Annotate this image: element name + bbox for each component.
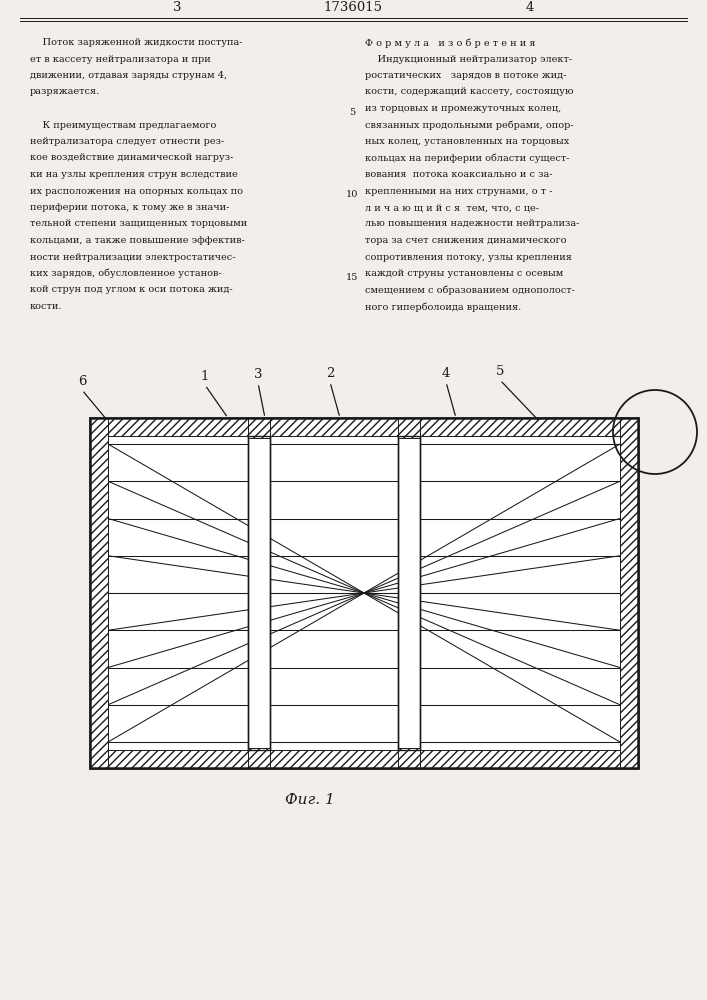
Text: 5: 5 — [349, 108, 355, 117]
Bar — [90, 418, 638, 768]
Text: кольцами, а также повышение эффектив-: кольцами, а также повышение эффектив- — [30, 236, 245, 245]
Bar — [90, 750, 638, 768]
Bar — [248, 418, 270, 438]
Text: смещением с образованием однополост-: смещением с образованием однополост- — [365, 286, 575, 295]
Text: ких зарядов, обусловленное установ-: ких зарядов, обусловленное установ- — [30, 269, 221, 278]
Text: К преимуществам предлагаемого: К преимуществам предлагаемого — [30, 120, 216, 129]
Text: тельной степени защищенных торцовыми: тельной степени защищенных торцовыми — [30, 220, 247, 229]
Text: из торцовых и промежуточных колец,: из торцовых и промежуточных колец, — [365, 104, 561, 113]
Bar — [248, 436, 270, 750]
Text: разряжается.: разряжается. — [30, 88, 100, 97]
Text: кой струн под углом к оси потока жид-: кой струн под углом к оси потока жид- — [30, 286, 233, 294]
Text: тора за счет снижения динамического: тора за счет снижения динамического — [365, 236, 566, 245]
Text: сопротивления потоку, узлы крепления: сопротивления потоку, узлы крепления — [365, 252, 572, 261]
Text: 4: 4 — [442, 367, 450, 380]
Text: ного гиперболоида вращения.: ного гиперболоида вращения. — [365, 302, 521, 312]
Text: ных колец, установленных на торцовых: ных колец, установленных на торцовых — [365, 137, 569, 146]
Text: 6: 6 — [78, 375, 86, 388]
Text: Индукционный нейтрализатор элект-: Индукционный нейтрализатор элект- — [365, 54, 572, 64]
Text: 1: 1 — [201, 370, 209, 383]
Text: ет в кассету нейтрализатора и при: ет в кассету нейтрализатора и при — [30, 54, 211, 64]
Bar — [398, 748, 420, 768]
Bar — [248, 748, 270, 768]
Text: вования  потока коаксиально и с за-: вования потока коаксиально и с за- — [365, 170, 552, 179]
Text: каждой струны установлены с осевым: каждой струны установлены с осевым — [365, 269, 563, 278]
Bar — [90, 418, 108, 768]
Text: 1736015: 1736015 — [324, 1, 382, 14]
Text: лью повышения надежности нейтрализа-: лью повышения надежности нейтрализа- — [365, 220, 579, 229]
Bar — [248, 436, 270, 750]
Text: 3: 3 — [173, 1, 181, 14]
Text: кольцах на периферии области сущест-: кольцах на периферии области сущест- — [365, 153, 570, 163]
Text: 10: 10 — [346, 190, 358, 199]
Text: периферии потока, к тому же в значи-: периферии потока, к тому же в значи- — [30, 203, 229, 212]
Text: 5: 5 — [496, 365, 504, 378]
Text: 3: 3 — [254, 368, 262, 381]
Bar — [90, 418, 638, 436]
Text: кости.: кости. — [30, 302, 62, 311]
Bar — [620, 418, 638, 768]
Bar — [398, 436, 420, 750]
Text: движении, отдавая заряды струнам 4,: движении, отдавая заряды струнам 4, — [30, 71, 227, 80]
Text: ки на узлы крепления струн вследствие: ки на узлы крепления струн вследствие — [30, 170, 238, 179]
Text: л и ч а ю щ и й с я  тем, что, с це-: л и ч а ю щ и й с я тем, что, с це- — [365, 203, 539, 212]
Text: связанных продольными ребрами, опор-: связанных продольными ребрами, опор- — [365, 120, 573, 130]
Text: 4: 4 — [526, 1, 534, 14]
Bar — [108, 436, 620, 750]
Bar — [398, 418, 420, 438]
Text: ростатических   зарядов в потоке жид-: ростатических зарядов в потоке жид- — [365, 71, 566, 80]
Text: 2: 2 — [326, 367, 334, 380]
Text: нейтрализатора следует отнести рез-: нейтрализатора следует отнести рез- — [30, 137, 224, 146]
Text: кое воздействие динамической нагруз-: кое воздействие динамической нагруз- — [30, 153, 233, 162]
Text: ности нейтрализации электростатичес-: ности нейтрализации электростатичес- — [30, 252, 235, 261]
Bar — [398, 436, 420, 750]
Text: их расположения на опорных кольцах по: их расположения на опорных кольцах по — [30, 186, 243, 196]
Text: Фиг. 1: Фиг. 1 — [285, 793, 335, 807]
Text: Поток заряженной жидкости поступа-: Поток заряженной жидкости поступа- — [30, 38, 243, 47]
Text: кости, содержащий кассету, состоящую: кости, содержащий кассету, состоящую — [365, 88, 573, 97]
Bar — [90, 418, 638, 768]
Text: крепленными на них струнами, о т -: крепленными на них струнами, о т - — [365, 186, 552, 196]
Text: 15: 15 — [346, 273, 358, 282]
Text: Ф о р м у л а   и з о б р е т е н и я: Ф о р м у л а и з о б р е т е н и я — [365, 38, 535, 47]
